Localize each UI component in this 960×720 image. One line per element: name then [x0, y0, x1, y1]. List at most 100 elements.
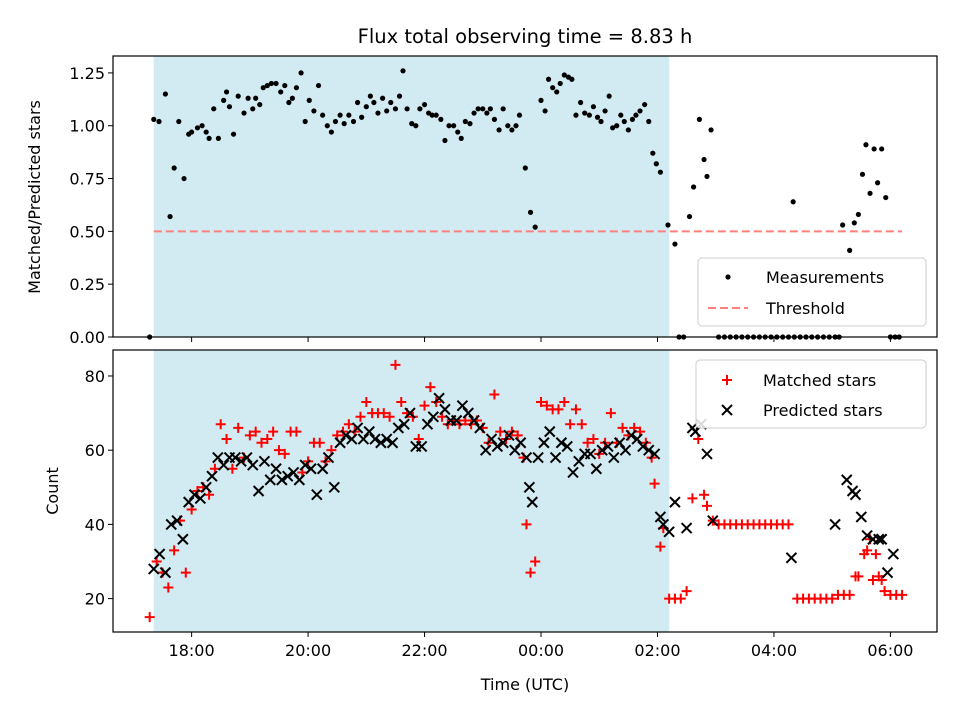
predicted-star-point	[351, 422, 364, 434]
measurement-point	[328, 129, 334, 135]
predicted-star-point	[386, 437, 399, 449]
matched-star-point	[649, 478, 660, 489]
measurement-point	[859, 171, 866, 177]
predicted-star-point	[433, 392, 445, 404]
matched-star-point	[355, 411, 366, 422]
x-tick-label: 20:00	[285, 641, 331, 660]
matched-star-point	[169, 545, 180, 556]
measurement-point	[618, 112, 624, 118]
predicted-star-point	[311, 489, 323, 501]
matched-star-point	[180, 567, 191, 578]
predicted-star-point	[881, 566, 894, 579]
matched-star-point	[582, 437, 593, 448]
measurement-point	[282, 82, 288, 89]
measurement-point	[594, 114, 601, 120]
matched-star-point	[588, 434, 599, 445]
measurement-point	[883, 194, 889, 201]
measurement-point	[657, 169, 663, 175]
predicted-star-point	[188, 489, 201, 501]
measurement-point	[371, 99, 377, 106]
matched-star-point	[273, 445, 284, 456]
matched-star-point	[425, 382, 436, 393]
measurement-point	[176, 118, 182, 125]
measurement-point	[320, 112, 326, 118]
predicted-star-point	[293, 474, 306, 486]
legend-predicted-label: Predicted stars	[763, 401, 883, 420]
measurement-point	[429, 112, 435, 118]
legend-measurements-marker	[725, 274, 731, 280]
legend-threshold-label: Threshold	[765, 299, 845, 318]
matched-star-point	[495, 426, 506, 437]
matched-star-point	[256, 437, 267, 448]
measurement-point	[633, 112, 639, 118]
measurement-point	[610, 125, 616, 131]
measurement-point	[598, 118, 604, 125]
measurement-point	[438, 116, 444, 122]
top-observing-window	[153, 56, 670, 337]
matched-star-point	[262, 434, 273, 445]
measurement-point	[875, 180, 881, 186]
measurement-point	[221, 97, 227, 103]
predicted-star-point	[567, 466, 579, 479]
measurement-point	[487, 106, 493, 112]
matched-star-point	[876, 575, 887, 586]
matched-star-point	[378, 408, 389, 419]
measurement-point	[867, 190, 873, 196]
matched-star-point	[144, 612, 155, 623]
matched-star-point	[419, 400, 430, 411]
measurement-point	[500, 106, 506, 112]
measurement-point	[451, 123, 457, 129]
measurement-point	[602, 108, 608, 114]
predicted-star-point	[573, 455, 585, 468]
measurement-point	[417, 106, 423, 112]
predicted-star-point	[643, 444, 655, 456]
measurement-point	[475, 106, 481, 112]
matched-star-point	[244, 430, 255, 441]
matched-star-point	[675, 593, 686, 604]
predicted-star-point	[258, 455, 271, 468]
top-y-tick-label: 1.25	[69, 64, 105, 83]
measurement-point	[156, 118, 162, 125]
predicted-star-point	[427, 411, 439, 423]
bottom-legend-box	[695, 359, 927, 429]
measurement-point	[527, 209, 534, 215]
measurement-point	[467, 121, 473, 127]
matched-star-point	[163, 582, 174, 593]
measurement-point	[273, 80, 279, 87]
measurement-point	[629, 116, 636, 122]
predicted-star-point	[252, 485, 265, 497]
predicted-star-point	[299, 459, 311, 471]
measurement-point	[375, 110, 381, 116]
predicted-star-point	[785, 552, 798, 564]
chart-title: Flux total observing time = 8.83 h	[358, 25, 693, 48]
matched-star-point	[559, 396, 570, 407]
measurement-point	[871, 146, 877, 152]
measurement-point	[573, 112, 579, 118]
measurement-point	[367, 93, 373, 99]
matched-star-point	[530, 556, 541, 567]
measurement-point	[350, 118, 357, 125]
measurement-point	[354, 99, 361, 106]
predicted-star-point	[657, 518, 670, 531]
matched-star-point	[390, 359, 401, 370]
predicted-star-point	[663, 526, 675, 538]
predicted-star-point	[544, 425, 556, 438]
predicted-star-point	[509, 444, 521, 456]
matched-star-point	[221, 434, 232, 445]
measurement-point	[253, 95, 259, 101]
matched-star-point	[314, 437, 325, 448]
matched-star-point	[783, 519, 794, 530]
measurement-point	[701, 156, 707, 163]
measurement-point	[268, 80, 274, 87]
measurement-point	[491, 116, 498, 122]
predicted-star-point	[561, 440, 573, 453]
predicted-star-point	[159, 566, 172, 579]
measurement-point	[199, 123, 205, 129]
measurement-point	[513, 123, 519, 129]
matched-star-point	[701, 500, 712, 511]
predicted-star-point	[549, 451, 562, 464]
predicted-star-point	[707, 514, 719, 527]
measurement-point	[471, 110, 477, 116]
measurement-point	[203, 129, 209, 135]
predicted-star-point	[194, 492, 207, 505]
